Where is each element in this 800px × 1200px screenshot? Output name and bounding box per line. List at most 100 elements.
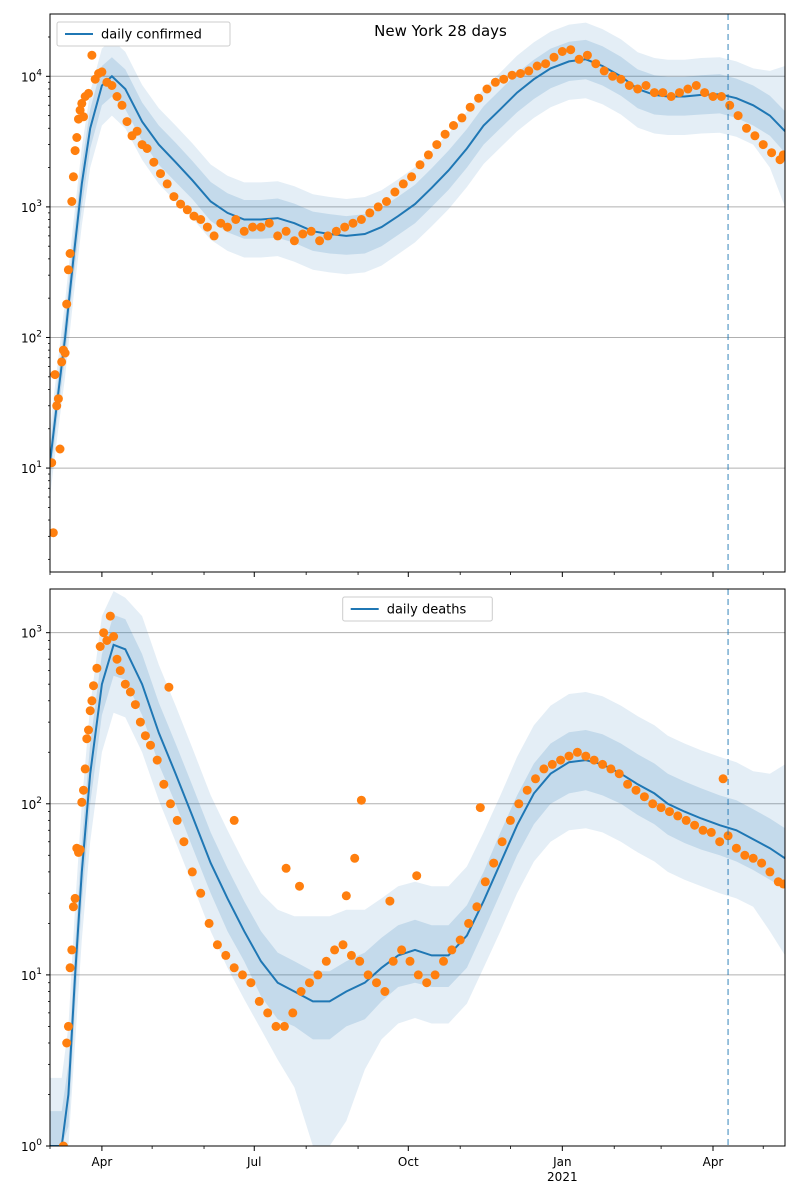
observed-point xyxy=(398,179,408,189)
observed-point xyxy=(162,179,172,189)
observed-point xyxy=(92,663,102,673)
observed-point xyxy=(455,935,465,945)
observed-point xyxy=(750,131,760,141)
observed-point xyxy=(263,1008,273,1018)
observed-point xyxy=(50,528,58,538)
observed-point xyxy=(82,734,92,744)
y-tick-label-exponent: 1 xyxy=(36,967,42,977)
observed-point xyxy=(385,896,395,906)
observed-point xyxy=(415,160,425,170)
observed-point xyxy=(733,111,743,121)
observed-point xyxy=(77,797,87,807)
observed-point xyxy=(85,706,95,716)
y-tick-label-exponent: 3 xyxy=(36,625,42,635)
observed-point xyxy=(223,222,232,232)
observed-point xyxy=(480,877,490,887)
observed-point xyxy=(531,774,540,784)
observed-point xyxy=(388,956,398,966)
y-tick-label: 103 xyxy=(21,625,42,641)
observed-point xyxy=(648,799,658,809)
observed-point xyxy=(631,785,641,795)
observed-point xyxy=(77,98,87,108)
observed-point xyxy=(457,113,467,123)
observed-point xyxy=(475,803,485,813)
confirmed-inner-band xyxy=(50,39,785,481)
observed-point xyxy=(673,811,683,821)
observed-point xyxy=(356,795,366,805)
observed-point xyxy=(89,681,98,691)
observed-point xyxy=(50,458,57,468)
observed-point xyxy=(390,187,400,197)
observed-point xyxy=(412,871,422,881)
y-tick-label-base: 10 xyxy=(21,798,36,812)
observed-point xyxy=(505,815,515,825)
observed-point xyxy=(99,628,109,638)
observed-point xyxy=(281,863,291,873)
observed-point xyxy=(63,265,73,275)
observed-point xyxy=(656,803,666,813)
observed-point xyxy=(57,357,67,367)
observed-point xyxy=(221,950,231,960)
observed-point xyxy=(582,50,592,60)
observed-point xyxy=(556,755,566,765)
observed-point xyxy=(522,785,532,795)
y-tick-label-base: 10 xyxy=(21,70,36,84)
deaths-plot-frame xyxy=(49,588,786,1147)
observed-point xyxy=(623,779,633,789)
y-tick-label-exponent: 2 xyxy=(36,329,42,339)
observed-point xyxy=(541,59,551,69)
observed-point xyxy=(524,66,534,76)
observed-point xyxy=(120,679,130,689)
observed-point xyxy=(681,815,691,825)
observed-point xyxy=(439,956,448,966)
observed-point xyxy=(532,61,542,71)
observed-point xyxy=(665,807,674,817)
observed-point xyxy=(365,208,375,218)
observed-point xyxy=(264,218,274,228)
x-tick-label: Jan xyxy=(552,1155,572,1169)
observed-point xyxy=(58,1141,68,1146)
observed-point xyxy=(440,129,450,139)
x-tick-label: Apr xyxy=(92,1155,113,1169)
observed-point xyxy=(690,820,700,830)
observed-point xyxy=(706,827,716,837)
y-tick-label: 101 xyxy=(21,967,42,983)
observed-point xyxy=(216,218,226,228)
observed-point xyxy=(614,769,624,779)
observed-point xyxy=(497,837,507,847)
inner-uncertainty-band xyxy=(50,614,785,1146)
observed-point xyxy=(164,682,174,692)
confirmed-gridlines xyxy=(50,75,785,469)
observed-point xyxy=(273,231,283,241)
observed-point xyxy=(698,825,708,835)
observed-point xyxy=(348,218,358,228)
observed-point xyxy=(413,970,423,980)
observed-point xyxy=(547,759,557,769)
observed-point xyxy=(447,945,457,955)
observed-point xyxy=(149,157,159,167)
x-tick-label: Jul xyxy=(246,1155,261,1169)
observed-point xyxy=(281,226,291,236)
observed-point xyxy=(68,902,78,912)
chart-title: New York 28 days xyxy=(374,22,507,40)
y-tick-label-base: 10 xyxy=(21,201,36,215)
observed-point xyxy=(212,940,222,950)
observed-point xyxy=(130,700,140,710)
observed-point xyxy=(725,100,735,110)
y-tick-label-base: 10 xyxy=(21,969,36,983)
observed-point xyxy=(87,696,97,706)
observed-point xyxy=(63,1021,73,1031)
observed-point xyxy=(397,945,407,955)
observed-point xyxy=(204,918,214,928)
observed-point xyxy=(50,370,60,380)
observed-point xyxy=(298,229,308,239)
observed-point xyxy=(430,970,440,980)
observed-point xyxy=(87,50,97,60)
observed-point xyxy=(624,81,634,90)
observed-point xyxy=(202,222,212,232)
deaths-legend-label: daily deaths xyxy=(387,603,467,618)
observed-point xyxy=(248,222,258,232)
observed-point xyxy=(166,799,175,809)
